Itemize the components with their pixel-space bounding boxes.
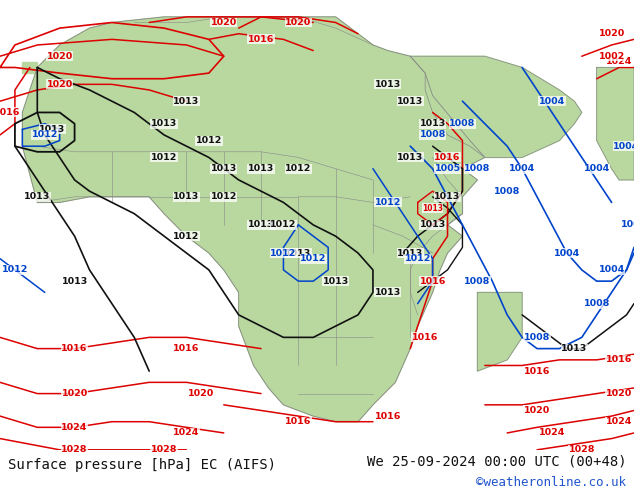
Text: Surface pressure [hPa] EC (AIFS): Surface pressure [hPa] EC (AIFS) <box>8 458 276 472</box>
Text: 1024: 1024 <box>606 57 632 66</box>
Text: 1028: 1028 <box>569 445 595 454</box>
Text: 1005: 1005 <box>434 164 460 173</box>
Text: 1012: 1012 <box>32 130 58 140</box>
Text: 1013: 1013 <box>173 97 200 106</box>
Text: 1020: 1020 <box>188 389 214 398</box>
Text: 1012: 1012 <box>285 164 311 173</box>
Text: 1008: 1008 <box>420 130 446 140</box>
Text: 1013: 1013 <box>24 192 51 201</box>
Text: 1016: 1016 <box>0 108 21 117</box>
Polygon shape <box>597 68 634 180</box>
Text: 1024: 1024 <box>606 417 632 426</box>
Text: 1004: 1004 <box>583 164 610 173</box>
Text: 1012: 1012 <box>270 220 297 229</box>
Text: 1004: 1004 <box>621 220 634 229</box>
Text: 1013: 1013 <box>323 277 349 286</box>
Text: 1016: 1016 <box>606 355 632 365</box>
Text: 1012: 1012 <box>375 198 401 207</box>
Text: 1004: 1004 <box>614 142 634 151</box>
Text: 1013: 1013 <box>375 80 401 89</box>
Text: 1012: 1012 <box>173 232 200 241</box>
Text: 1020: 1020 <box>285 18 311 27</box>
Text: 1004: 1004 <box>553 248 580 258</box>
Text: 1012: 1012 <box>210 192 237 201</box>
Text: 1008: 1008 <box>450 119 476 128</box>
Text: 1028: 1028 <box>61 445 88 454</box>
Text: 1024: 1024 <box>173 428 200 438</box>
Text: 1012: 1012 <box>300 254 327 263</box>
Text: 1020: 1020 <box>46 80 73 89</box>
Text: 1008: 1008 <box>464 277 491 286</box>
Text: 1008: 1008 <box>524 333 550 342</box>
Text: 1002: 1002 <box>598 52 624 61</box>
Text: We 25-09-2024 00:00 UTC (00+48): We 25-09-2024 00:00 UTC (00+48) <box>366 454 626 468</box>
Text: 1013: 1013 <box>422 203 443 213</box>
Text: 1008: 1008 <box>464 164 491 173</box>
Text: 1020: 1020 <box>61 389 87 398</box>
Text: 1016: 1016 <box>248 35 275 44</box>
Text: 1004: 1004 <box>509 164 535 173</box>
Text: 1004: 1004 <box>539 97 565 106</box>
Text: 1013: 1013 <box>561 344 588 353</box>
Text: 1020: 1020 <box>606 389 632 398</box>
Text: 1013: 1013 <box>248 164 274 173</box>
Text: 1013: 1013 <box>173 192 200 201</box>
Text: 1013: 1013 <box>151 119 178 128</box>
Text: 1016: 1016 <box>420 277 446 286</box>
Text: 1013: 1013 <box>375 288 401 297</box>
Text: 1016: 1016 <box>173 344 200 353</box>
Text: 1013: 1013 <box>397 153 424 162</box>
Text: 1020: 1020 <box>598 29 624 38</box>
Polygon shape <box>22 62 37 73</box>
Text: 1024: 1024 <box>61 423 87 432</box>
Text: 1024: 1024 <box>539 428 565 438</box>
Text: 1028: 1028 <box>151 445 178 454</box>
Text: 1008: 1008 <box>494 187 521 196</box>
Text: 1012: 1012 <box>151 153 178 162</box>
Text: 1012: 1012 <box>196 136 222 145</box>
Text: 1016: 1016 <box>285 417 311 426</box>
Text: 1013: 1013 <box>210 164 237 173</box>
Text: 1013: 1013 <box>61 277 87 286</box>
Text: 1012: 1012 <box>2 266 28 274</box>
Text: 1013: 1013 <box>285 248 311 258</box>
Text: 1020: 1020 <box>210 18 237 27</box>
Text: 1013: 1013 <box>397 97 424 106</box>
Text: 1004: 1004 <box>598 266 624 274</box>
Polygon shape <box>477 293 522 371</box>
Text: 1016: 1016 <box>375 412 401 420</box>
Polygon shape <box>410 56 582 157</box>
Text: 1020: 1020 <box>46 52 73 61</box>
Text: 1012: 1012 <box>270 248 297 258</box>
Polygon shape <box>22 17 485 422</box>
Text: 1012: 1012 <box>404 254 431 263</box>
Text: 1013: 1013 <box>248 220 274 229</box>
Text: 1013: 1013 <box>397 248 424 258</box>
Text: 1013: 1013 <box>420 220 446 229</box>
Text: 1008: 1008 <box>583 299 610 308</box>
Text: 1016: 1016 <box>412 333 438 342</box>
Text: 1016: 1016 <box>524 367 550 376</box>
Text: 1013: 1013 <box>39 125 65 134</box>
Text: 1016: 1016 <box>434 153 461 162</box>
Text: 1013: 1013 <box>420 119 446 128</box>
Text: 1013: 1013 <box>434 192 461 201</box>
Text: 1020: 1020 <box>524 406 550 415</box>
Text: ©weatheronline.co.uk: ©weatheronline.co.uk <box>476 476 626 490</box>
Text: 1016: 1016 <box>61 344 87 353</box>
